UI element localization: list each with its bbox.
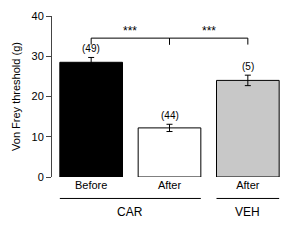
svg-text:20: 20: [32, 90, 44, 102]
svg-text:***: ***: [202, 24, 216, 38]
svg-text:(5): (5): [242, 61, 254, 72]
svg-text:30: 30: [32, 50, 44, 62]
svg-text:(49): (49): [82, 43, 100, 54]
svg-text:Von Frey threshold (g): Von Frey threshold (g): [10, 42, 22, 151]
svg-text:***: ***: [123, 24, 137, 38]
svg-text:0: 0: [38, 171, 44, 183]
svg-text:(44): (44): [161, 110, 179, 121]
svg-text:40: 40: [32, 10, 44, 22]
svg-text:After: After: [158, 179, 182, 191]
svg-text:CAR: CAR: [117, 205, 143, 219]
svg-text:10: 10: [32, 131, 44, 143]
svg-text:After: After: [236, 179, 260, 191]
svg-text:VEH: VEH: [235, 205, 260, 219]
svg-text:Before: Before: [75, 179, 107, 191]
